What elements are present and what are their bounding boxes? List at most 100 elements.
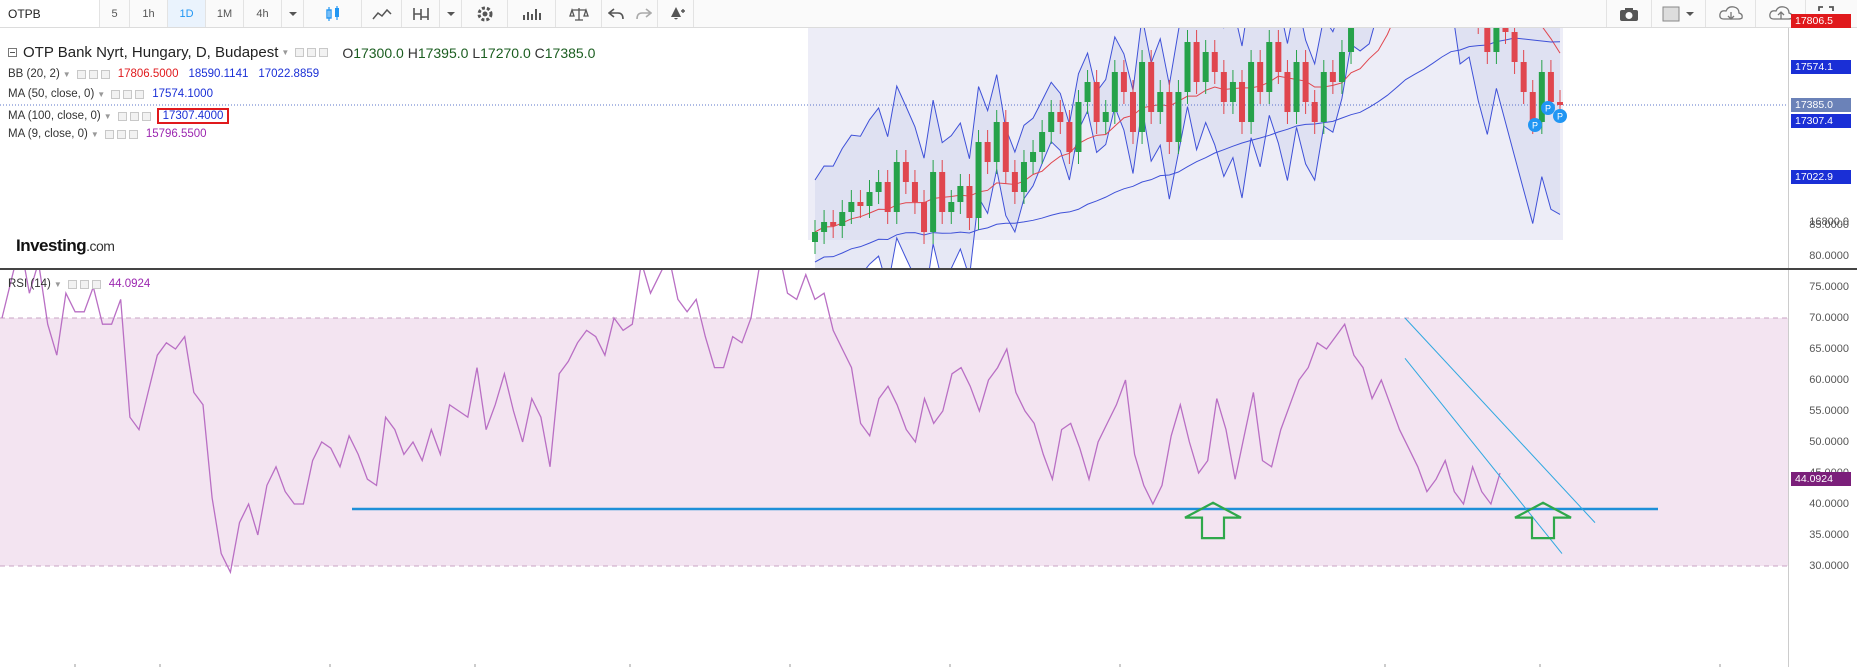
- interval-5-button[interactable]: 5: [100, 0, 130, 27]
- interval-dropdown-button[interactable]: [282, 0, 304, 27]
- cloud-download-button[interactable]: [1706, 0, 1756, 27]
- candle-body: [1502, 2, 1509, 32]
- snapshot-button[interactable]: [1606, 0, 1652, 27]
- chart-toolbar: 5 1h 1D 1M 4h: [0, 0, 1857, 28]
- cloud-download-icon: [1718, 5, 1743, 20]
- chevron-down-icon[interactable]: ▼: [53, 279, 62, 289]
- symbol-search-input[interactable]: [0, 0, 100, 27]
- interval-1d-button[interactable]: 1D: [168, 0, 206, 27]
- bb-upper-line: [814, 0, 1537, 181]
- studies-button[interactable]: [508, 0, 556, 27]
- ma100-controls[interactable]: [117, 111, 151, 121]
- candle-body: [1175, 92, 1182, 142]
- chevron-down-icon[interactable]: ▼: [97, 89, 106, 99]
- rsi-axis-tick-label: 85.0000: [1809, 219, 1849, 231]
- chevron-down-icon[interactable]: ▼: [90, 129, 99, 139]
- candle-body: [1129, 92, 1136, 132]
- candle-body: [1039, 132, 1046, 152]
- candle-body: [1302, 62, 1309, 102]
- up-arrow-annotation: [1514, 501, 1572, 540]
- candle-body: [921, 202, 928, 232]
- settings-button[interactable]: [462, 0, 508, 27]
- ma50-value: 17574.1000: [152, 88, 213, 100]
- chevron-down-icon: [288, 11, 297, 16]
- studies-icon: [522, 8, 541, 20]
- price-chart-svg[interactable]: PPP: [0, 0, 1788, 306]
- candle-body: [1239, 82, 1246, 122]
- rsi-axis-tick-label: 60.0000: [1809, 374, 1849, 386]
- pane-divider[interactable]: [0, 268, 1857, 270]
- line-tool-button[interactable]: [362, 0, 402, 27]
- fullscreen-button[interactable]: [1806, 0, 1846, 27]
- redo-button[interactable]: [630, 0, 658, 27]
- candle-body: [893, 162, 900, 212]
- camera-icon: [1620, 7, 1638, 21]
- ma50-controls[interactable]: [111, 89, 145, 99]
- rsi-controls[interactable]: [67, 279, 101, 289]
- candle-body: [939, 172, 946, 212]
- indicators-tool-button[interactable]: [402, 0, 440, 27]
- candle-body: [1511, 32, 1518, 62]
- rsi-axis-tick-label: 75.0000: [1809, 281, 1849, 293]
- chevron-down-icon[interactable]: ▼: [281, 48, 290, 57]
- candle-body: [848, 202, 855, 212]
- tools-dropdown-button[interactable]: [440, 0, 462, 27]
- candle-body: [884, 182, 891, 212]
- candle-body: [1484, 22, 1491, 52]
- rsi-chart-pane[interactable]: [0, 243, 1788, 667]
- candle-body: [948, 202, 955, 212]
- pivot-marker-letter: P: [1557, 112, 1563, 122]
- price-axis-tag: 17307.4: [1791, 113, 1851, 128]
- price-axis-tag: 17385.0: [1791, 98, 1851, 112]
- price-axis-tag: 17806.5: [1791, 13, 1851, 28]
- template-button[interactable]: [1652, 0, 1706, 27]
- candle-body: [1320, 72, 1327, 122]
- candle-body: [1520, 62, 1527, 92]
- candle-body: [1211, 52, 1218, 72]
- undo-button[interactable]: [602, 0, 630, 27]
- ma50-line: [814, 37, 1561, 263]
- bb-controls[interactable]: [76, 69, 110, 79]
- candle-body: [875, 182, 882, 192]
- rsi-axis[interactable]: 85.0000 80.0000 75.0000 70.0000 65.0000 60.00…: [1788, 219, 1857, 667]
- rsi-axis-tick-label: 80.0000: [1809, 250, 1849, 262]
- symbol-title: OTP Bank Nyrt, Hungary, D, Budapest: [23, 44, 279, 61]
- candle-body: [1284, 72, 1291, 112]
- bb-upper-value: 17806.5000: [117, 68, 179, 80]
- candle-body: [957, 186, 964, 202]
- candle-body: [1066, 122, 1073, 152]
- candle-body: [821, 222, 828, 232]
- candle-body: [1057, 112, 1064, 122]
- candle-body: [1075, 102, 1082, 152]
- interval-1h-button[interactable]: 1h: [130, 0, 168, 27]
- investing-logo: Investing.com: [16, 236, 115, 255]
- ma100-legend: MA (100, close, 0) ▼ 17307.4000: [8, 108, 230, 124]
- rsi-axis-tick-label: 30.0000: [1809, 560, 1849, 572]
- interval-1m-button[interactable]: 1M: [206, 0, 244, 27]
- channel-lower-line: [1404, 357, 1563, 554]
- chevron-down-icon[interactable]: ▼: [103, 111, 112, 121]
- chevron-down-icon[interactable]: ▼: [62, 69, 71, 79]
- rsi-chart-svg[interactable]: [0, 243, 1788, 667]
- rsi-series-line: [1, 243, 1501, 575]
- compare-button[interactable]: [556, 0, 602, 27]
- alert-button[interactable]: [658, 0, 694, 27]
- price-axis-tick-label: 16800.0: [1809, 216, 1849, 228]
- candle-body: [1193, 42, 1200, 82]
- rsi-legend: RSI (14) ▼ 44.0924: [8, 278, 150, 290]
- candle-body: [1348, 2, 1355, 52]
- interval-4h-button[interactable]: 4h: [244, 0, 282, 27]
- candle-body: [1030, 152, 1037, 162]
- legend-controls[interactable]: [295, 48, 329, 57]
- candle-body: [1266, 42, 1273, 92]
- template-icon: [1662, 6, 1694, 21]
- ohlc-values: O17300.0 H17395.0 L17270.0 C17385.0: [342, 44, 596, 61]
- candle-body: [930, 172, 937, 232]
- chart-type-button[interactable]: [304, 0, 362, 27]
- price-axis[interactable]: 18400.018000.016800.017806.517574.117385…: [1788, 13, 1857, 268]
- candle-body: [966, 186, 973, 218]
- ma9-controls[interactable]: [104, 129, 138, 139]
- collapse-toggle-icon[interactable]: [8, 48, 17, 57]
- bb-mid-value: 18590.1141: [188, 68, 249, 80]
